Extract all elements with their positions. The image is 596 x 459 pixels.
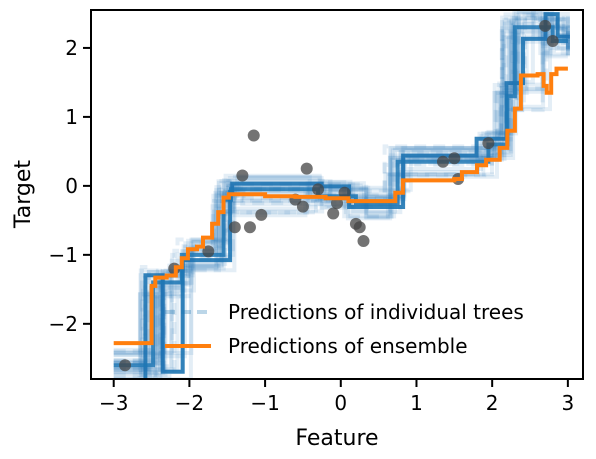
- y-tick-label: −2: [49, 312, 78, 336]
- y-axis-ticks: −2 −1 0 1 2: [49, 36, 91, 336]
- data-point: [338, 186, 351, 199]
- data-point: [236, 169, 249, 182]
- data-point: [327, 207, 340, 220]
- scatter-points: [119, 19, 559, 372]
- tree-prediction-line: [113, 17, 570, 379]
- x-tick-label: 0: [334, 391, 347, 415]
- data-point: [436, 155, 449, 168]
- data-point: [119, 359, 132, 372]
- data-point: [357, 235, 370, 248]
- x-tick-label: 1: [410, 391, 423, 415]
- ensemble-prediction-line: [113, 66, 568, 346]
- tree-prediction-line: [113, 32, 570, 377]
- data-point: [482, 137, 495, 150]
- data-point: [243, 221, 256, 234]
- x-tick-label: 2: [486, 391, 499, 415]
- plot-frame: [90, 9, 584, 380]
- legend: Predictions of individual trees Predicti…: [165, 300, 524, 358]
- data-point: [312, 183, 325, 196]
- data-point: [255, 208, 268, 221]
- x-tick-label: −2: [175, 391, 204, 415]
- x-tick-label: −1: [250, 391, 279, 415]
- data-point: [539, 19, 552, 32]
- ensemble-line: [113, 66, 568, 346]
- tree-prediction-line: [113, 10, 568, 362]
- x-tick-label: −3: [99, 391, 128, 415]
- y-tick-label: 0: [65, 174, 78, 198]
- tree-prediction-line: [113, 17, 570, 377]
- data-point: [202, 245, 215, 258]
- tree-prediction-line: [113, 16, 570, 376]
- y-tick-label: 1: [65, 105, 78, 129]
- tree-prediction-line: [113, 12, 570, 377]
- data-point: [448, 152, 461, 165]
- data-point: [300, 162, 313, 175]
- data-point: [247, 129, 260, 142]
- x-axis-label: Feature: [295, 426, 378, 451]
- y-tick-label: 2: [65, 36, 78, 60]
- x-tick-label: 3: [561, 391, 574, 415]
- data-point: [546, 35, 559, 48]
- y-tick-label: −1: [49, 243, 78, 267]
- legend-trees-label: Predictions of individual trees: [228, 300, 524, 324]
- data-point: [296, 200, 309, 213]
- tree-prediction-line: [113, 12, 570, 378]
- data-point: [228, 221, 241, 234]
- legend-ensemble-label: Predictions of ensemble: [228, 334, 468, 358]
- y-axis-label: Target: [11, 160, 36, 229]
- data-point: [353, 221, 366, 234]
- x-axis-ticks: −3 −2 −1 0 1 2 3: [99, 379, 574, 415]
